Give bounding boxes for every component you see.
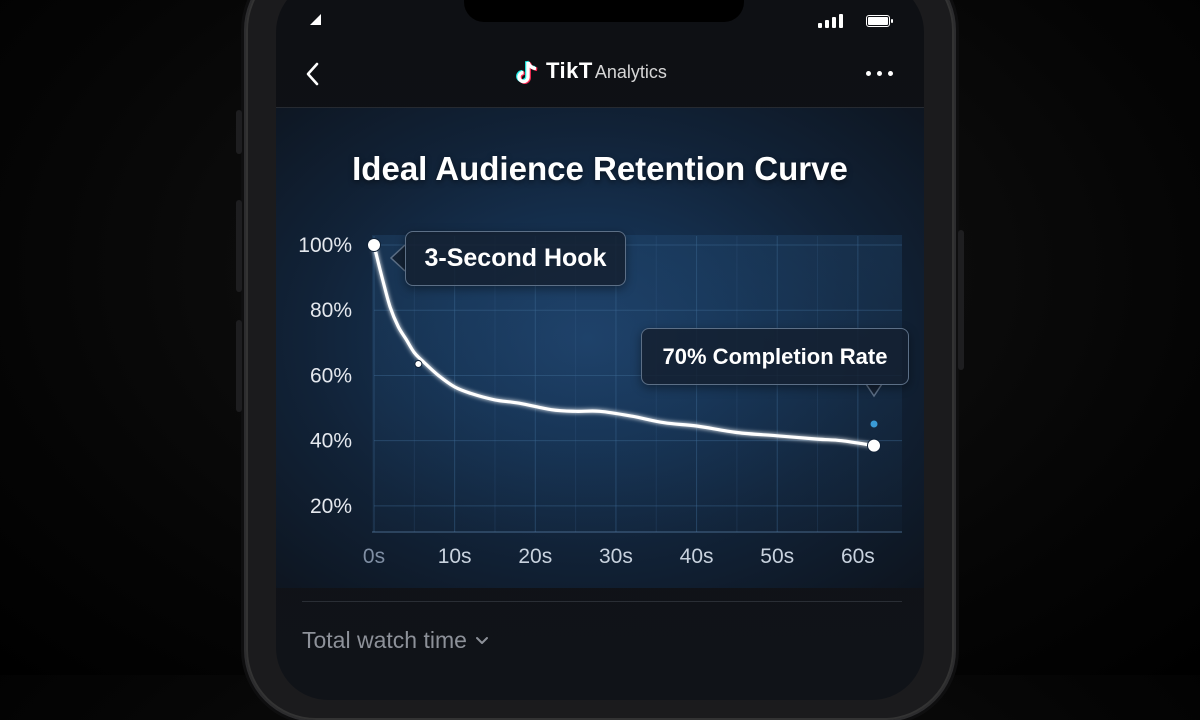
series-group <box>372 243 876 448</box>
x-tick-label: 60s <box>841 545 875 568</box>
y-tick-label: 60% <box>310 364 352 387</box>
footer-divider <box>302 601 902 602</box>
x-tick-label: 30s <box>599 545 633 568</box>
signal-icon <box>818 14 843 28</box>
chevron-left-icon[interactable] <box>300 60 326 88</box>
phone-side-button <box>958 230 964 370</box>
phone-notch <box>464 0 744 22</box>
phone-side-button <box>236 320 242 412</box>
phone-side-button <box>236 200 242 292</box>
app-subtitle: Analytics <box>594 62 667 82</box>
metric-label: Total watch time <box>302 627 467 653</box>
status-indicator-icon <box>310 14 321 25</box>
y-tick-label: 80% <box>310 299 352 322</box>
data-point-marker <box>867 438 881 453</box>
chart-title: Ideal Audience Retention Curve <box>352 150 848 187</box>
annotation-hook: 3-Second Hook <box>405 231 626 286</box>
battery-icon <box>866 15 893 27</box>
x-tick-label: 40s <box>680 545 714 568</box>
chevron-down-icon <box>475 636 488 644</box>
y-tick-label: 40% <box>310 430 352 453</box>
x-tick-label: 20s <box>518 545 552 568</box>
callout-hook-pointer <box>389 244 406 272</box>
y-tick-label: 20% <box>310 495 352 518</box>
tiktok-note-icon <box>516 60 538 84</box>
completion-accent-dot <box>870 420 878 428</box>
data-point-marker <box>367 238 381 252</box>
data-point-marker-small <box>414 360 423 369</box>
x-tick-label: 10s <box>438 545 472 568</box>
phone-side-button <box>236 110 242 154</box>
app-brand: TikT <box>546 58 593 83</box>
x-tick-label: 0s <box>363 545 385 568</box>
more-horizontal-icon[interactable] <box>866 66 900 80</box>
y-axis: 100% 80% 60% 40% 20% <box>298 234 352 518</box>
x-axis: 0s 10s 20s 30s 40s 50s 60s <box>363 545 875 568</box>
annotation-completion: 70% Completion Rate <box>641 328 909 385</box>
callout-completion-pointer <box>865 383 883 398</box>
retention-series-line <box>372 243 876 448</box>
y-tick-label: 100% <box>298 234 352 257</box>
header-divider <box>276 107 924 108</box>
x-tick-label: 50s <box>760 545 794 568</box>
metric-selector[interactable]: Total watch time <box>302 627 489 654</box>
app-title: TikT Analytics <box>546 58 667 88</box>
markers-group <box>367 238 881 453</box>
retention-chart: 100% 80% 60% 40% 20% 0s 10s 20s 30s 40s 50s 60s <box>298 234 902 568</box>
